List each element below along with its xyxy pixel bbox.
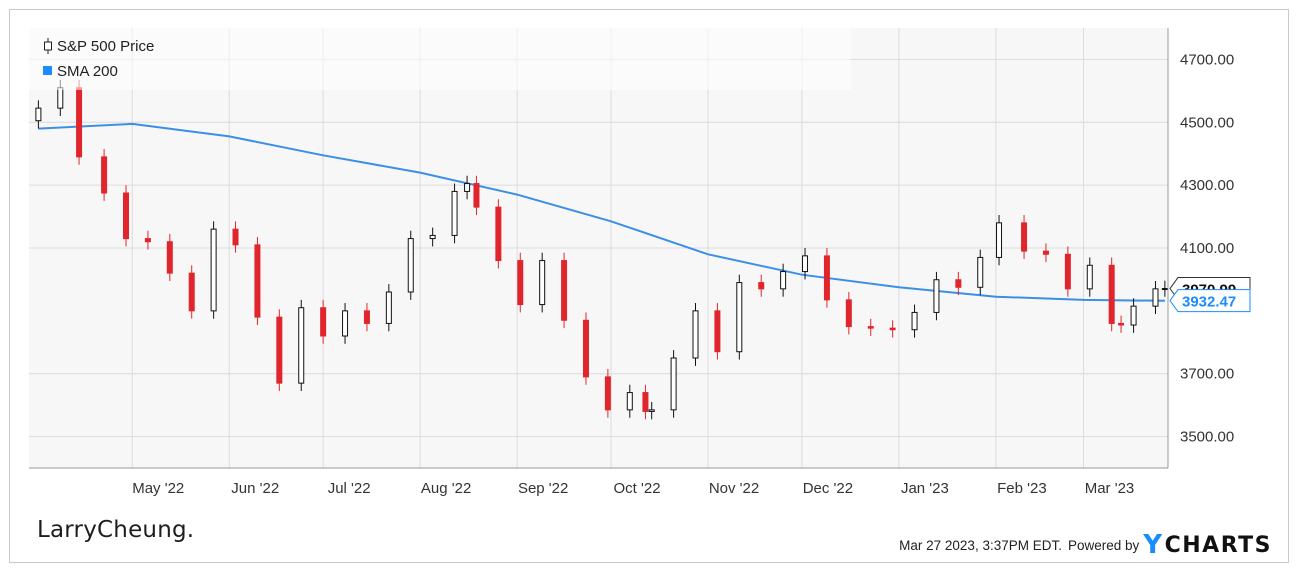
price-candle <box>977 249 984 296</box>
value-labels: 3970.993932.47 <box>1169 277 1251 313</box>
chart-frame: 4700.00 4500.00 4300.00 4100.00 3700.00 3500.… <box>9 9 1289 563</box>
y-tick-label: 4100.00 <box>1180 240 1234 257</box>
price-candle <box>889 320 896 338</box>
price-candle <box>1108 257 1115 332</box>
price-candle <box>1130 298 1137 333</box>
price-candle <box>123 185 130 247</box>
price-candle <box>780 263 787 297</box>
price-candle <box>582 312 589 385</box>
price-candle <box>867 318 874 336</box>
price-candle <box>1086 257 1093 297</box>
price-candle <box>1161 280 1168 297</box>
y-tick-label: 4700.00 <box>1180 51 1234 68</box>
price-candle <box>210 221 217 319</box>
price-candle <box>1152 281 1159 314</box>
price-candle <box>802 248 809 280</box>
axis-value-tag: 3932.47 <box>1169 289 1251 313</box>
ycharts-logo[interactable]: Y CHARTS <box>1143 530 1272 560</box>
x-tick-label: Oct '22 <box>613 480 660 497</box>
price-candle <box>76 79 83 165</box>
legend-box <box>29 28 851 90</box>
x-tick-label: Dec '22 <box>803 480 853 497</box>
price-series <box>35 79 1168 420</box>
price-candle <box>955 271 962 296</box>
x-tick-label: Mar '23 <box>1085 480 1135 497</box>
price-candle <box>464 175 471 200</box>
price-candle <box>642 384 649 420</box>
price-candle <box>1064 246 1071 297</box>
price-candle <box>626 384 633 418</box>
price-candle <box>1042 243 1049 263</box>
chart-canvas: 4700.00 4500.00 4300.00 4100.00 3700.00 3500.… <box>29 28 1251 497</box>
legend-sma-label: SMA 200 <box>57 63 118 80</box>
price-candle <box>996 215 1003 266</box>
value-tag-text: 3932.47 <box>1182 294 1236 311</box>
price-candle <box>342 303 349 344</box>
x-axis: May '22 Jun '22 Jul '22 Aug '22 Sep '22 Oct '… <box>132 480 1134 497</box>
price-candle <box>758 274 765 297</box>
price-candle <box>232 221 239 253</box>
x-tick-label: Nov '22 <box>709 480 759 497</box>
price-candle <box>298 299 305 391</box>
price-candle <box>188 265 195 319</box>
price-candle <box>429 227 436 247</box>
ycharts-y: Y <box>1143 530 1164 560</box>
ycharts-wordmark: CHARTS <box>1164 532 1272 558</box>
price-candle <box>363 303 370 332</box>
price-candle <box>648 402 655 420</box>
price-candle <box>166 233 173 281</box>
price-candle <box>407 230 414 300</box>
price-candle <box>911 304 918 338</box>
price-candle <box>276 309 283 391</box>
price-candle <box>823 248 830 308</box>
price-candle <box>385 284 392 332</box>
candle-legend-icon <box>44 38 52 54</box>
x-tick-label: Jan '23 <box>901 480 949 497</box>
price-candle <box>320 299 327 344</box>
brand-logo: LarryCheung. <box>37 517 195 543</box>
gridlines <box>29 28 1168 468</box>
legend-price-label: S&P 500 Price <box>57 38 154 55</box>
price-candle <box>495 199 502 269</box>
price-candle <box>670 350 677 418</box>
powered-by-label: Powered by <box>1067 537 1140 553</box>
x-tick-label: Sep '22 <box>518 480 568 497</box>
x-tick-label: May '22 <box>132 480 184 497</box>
y-tick-label: 3500.00 <box>1180 429 1234 446</box>
y-axis: 4700.00 4500.00 4300.00 4100.00 3700.00 3500.… <box>1180 51 1234 445</box>
price-candle <box>714 303 721 360</box>
price-candle <box>254 237 261 325</box>
y-tick-label: 3700.00 <box>1180 366 1234 383</box>
price-candle <box>539 252 546 313</box>
x-tick-label: Jun '22 <box>231 480 279 497</box>
legend: S&P 500 Price SMA 200 <box>29 28 851 90</box>
price-candle <box>473 175 480 215</box>
price-candle <box>736 274 743 360</box>
sma-legend-swatch <box>43 66 52 75</box>
sma-series <box>38 122 1165 302</box>
y-tick-label: 4300.00 <box>1180 177 1234 194</box>
price-candle <box>692 303 699 366</box>
price-candle <box>604 369 611 418</box>
x-tick-label: Aug '22 <box>421 480 471 497</box>
price-candle <box>561 252 568 329</box>
price-candle <box>517 252 524 313</box>
price-candle <box>101 149 108 201</box>
x-tick-label: Jul '22 <box>328 480 371 497</box>
price-candle <box>35 100 42 129</box>
footer: Mar 27 2023, 3:37PM EDT. Powered by Y CH… <box>899 530 1272 560</box>
sma-line <box>38 122 1165 302</box>
price-candle <box>933 271 940 321</box>
price-candle <box>144 230 151 250</box>
x-tick-label: Feb '23 <box>997 480 1047 497</box>
price-candle <box>451 183 458 244</box>
timestamp: Mar 27 2023, 3:37PM EDT. <box>899 537 1062 553</box>
y-tick-label: 4500.00 <box>1180 114 1234 131</box>
price-candle <box>1021 215 1028 259</box>
price-candle <box>1118 315 1125 333</box>
price-candle <box>845 292 852 335</box>
